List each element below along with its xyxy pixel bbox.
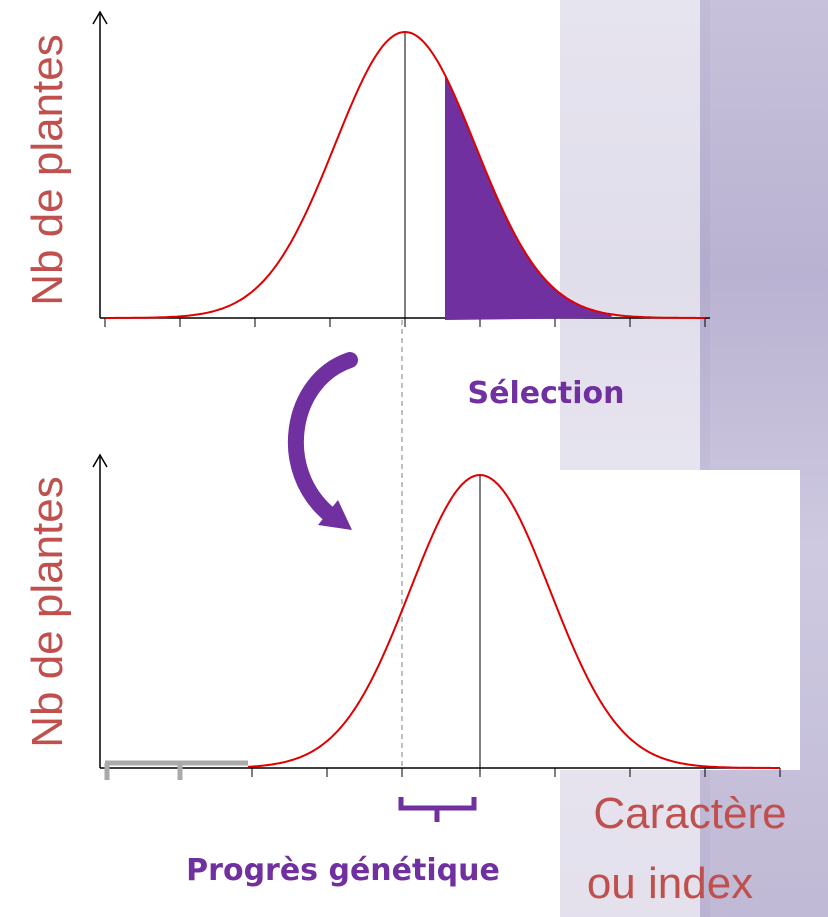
y-axis-label: Nb de plantes (23, 34, 72, 306)
background-strip (560, 0, 710, 917)
progress-label: Progrès génétique (186, 853, 500, 888)
y-axis-label: Nb de plantes (23, 476, 72, 748)
selection-label: Sélection (468, 376, 625, 411)
x-axis-label: ou index (587, 859, 753, 908)
curved-arrow (296, 360, 350, 515)
diagram: Nb de plantes Nb de plantes Sélection Pr… (0, 0, 828, 917)
page: {"y_axis_labels": ["Nb de plantes", "Nb … (0, 0, 828, 917)
background-strip (700, 0, 828, 917)
grey-segment (105, 763, 248, 780)
white-panel (555, 470, 800, 770)
progress-bracket (401, 797, 474, 822)
x-axis-label: Caractère (593, 789, 786, 838)
